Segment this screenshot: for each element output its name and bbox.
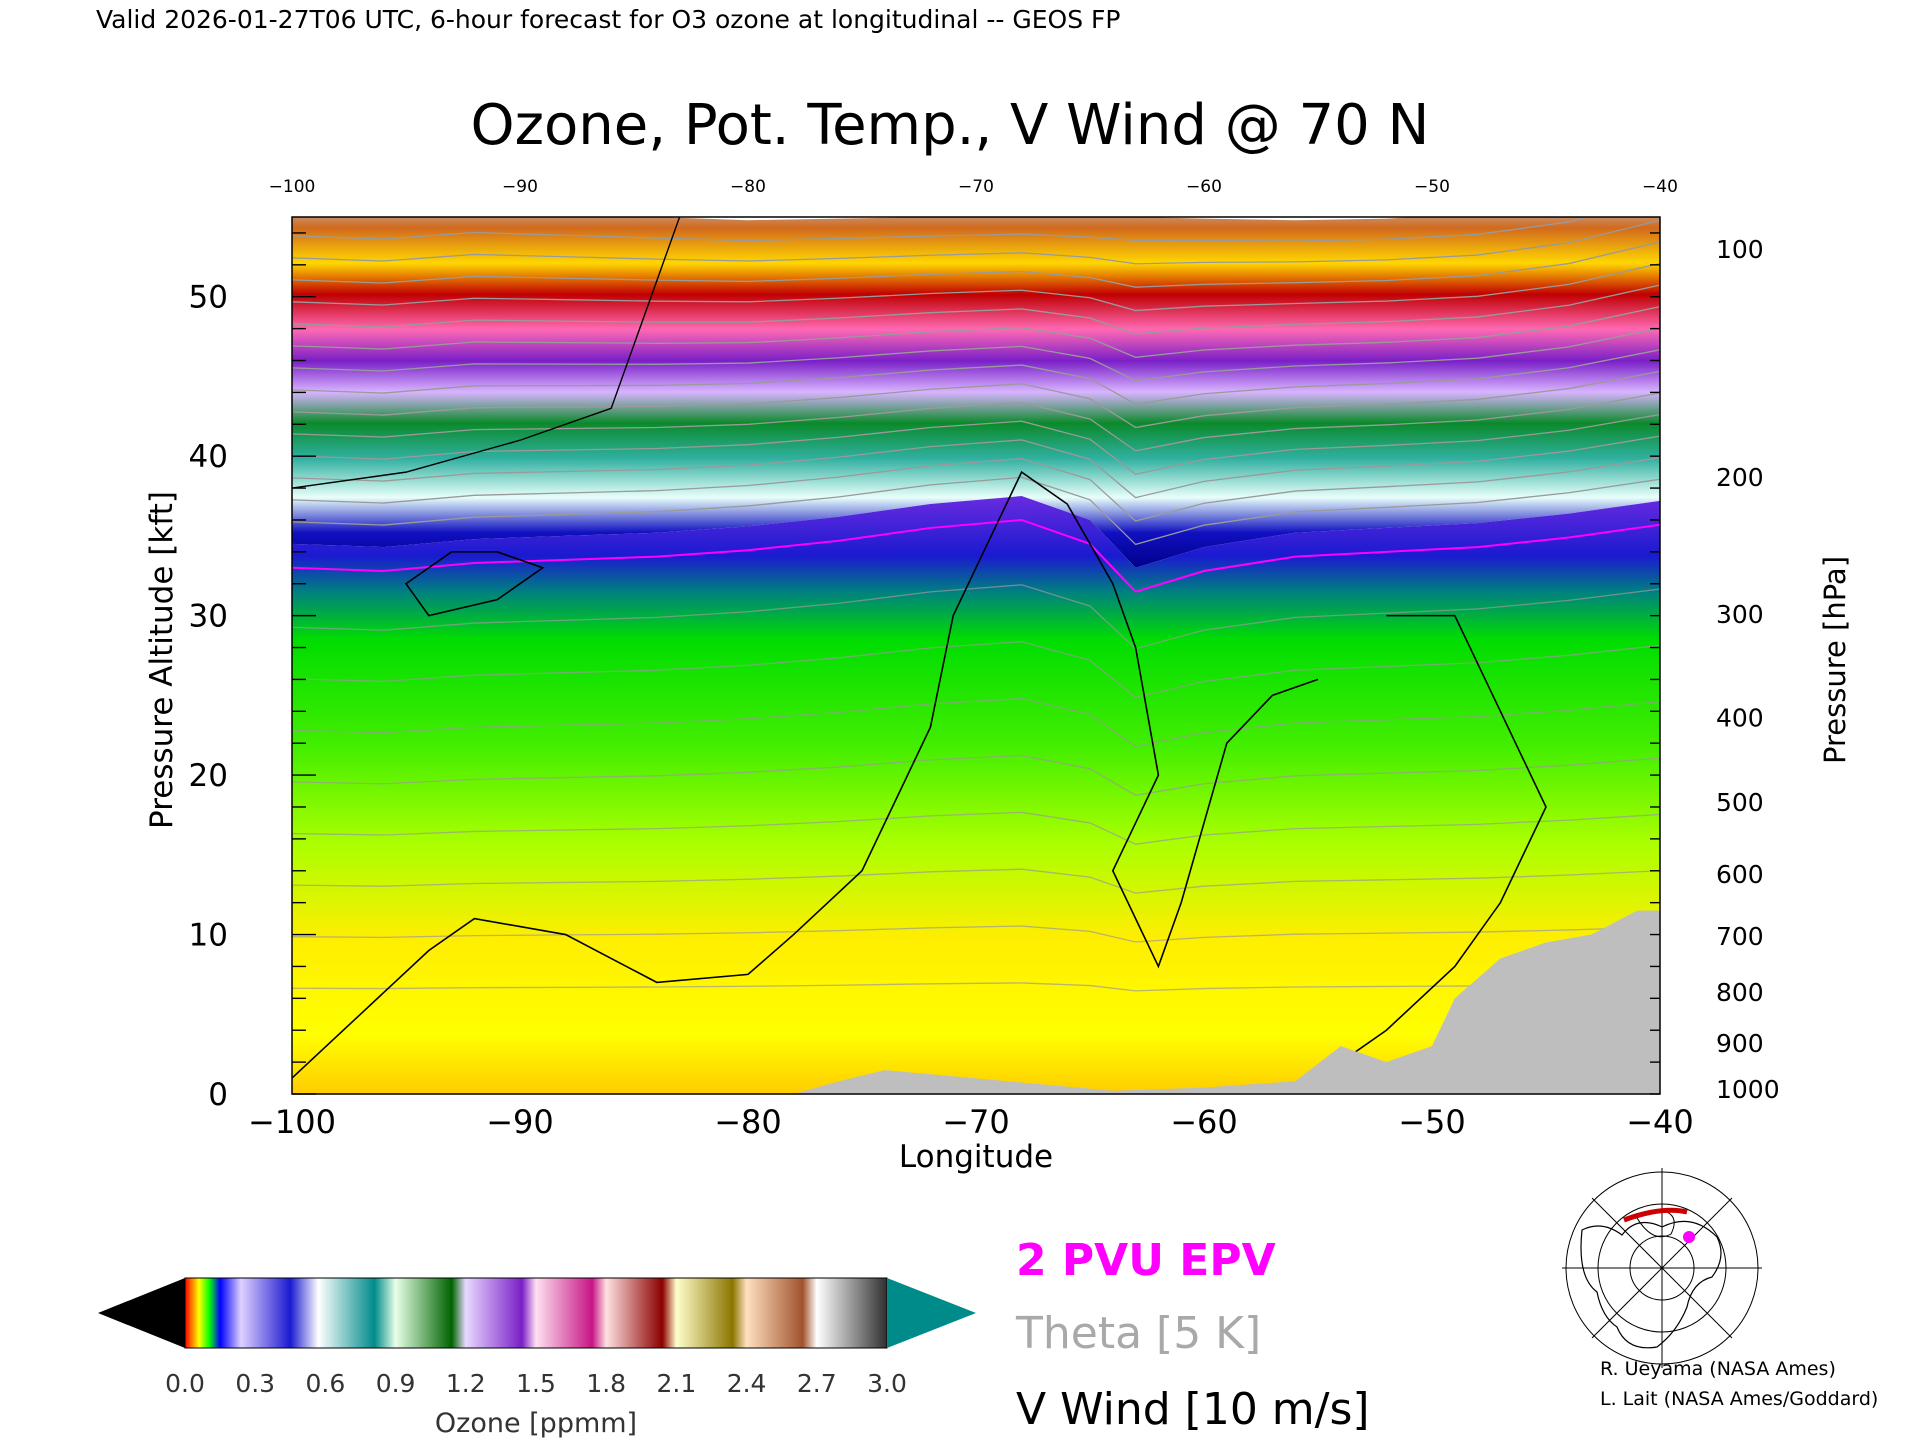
top-x-tick-label: −50 [1414,177,1450,197]
y-tick-label: 0 [208,1077,228,1113]
x-tick-label: −60 [1170,1103,1238,1141]
isentrope-line [292,697,1660,748]
top-x-tick-label: −40 [1642,177,1678,197]
legend-pvu: 2 PVU EPV [1016,1235,1276,1286]
location-marker [1683,1231,1695,1243]
pressure-tick-label: 500 [1716,788,1764,817]
pressure-tick-label: 300 [1716,600,1764,629]
polar-map-icon [1562,1168,1762,1368]
colorbar-tick-labels: 0.0 0.3 0.6 0.9 1.2 1.5 1.8 2.1 2.4 2.7 3.0 [165,1369,907,1398]
pressure-tick-label: 800 [1716,978,1764,1007]
troposphere-ozone-field [292,496,1660,1094]
v-wind-zero-contour [292,470,1319,1079]
x-tick-label: −40 [1626,1103,1694,1141]
valid-time-header: Valid 2026-01-27T06 UTC, 6-hour forecast… [96,5,1120,34]
pressure-tick-label: 1000 [1716,1075,1780,1104]
y-axis-label: Pressure Altitude [kft] [144,491,180,829]
isentrope-line [292,217,1591,242]
colorbar-tick-label: 0.6 [306,1369,346,1398]
pvu-2-contour [292,518,1660,593]
top-x-tick-labels: −100 −90 −80 −70 −60 −50 −40 [269,177,1678,197]
colorbar-tick-label: 1.5 [516,1369,556,1398]
colorbar-tick-label: 0.9 [376,1369,416,1398]
x-tick-label: −100 [248,1103,336,1141]
y-tick-label: 10 [189,918,228,954]
plot-frame [291,216,1661,1095]
chart-title: Ozone, Pot. Temp., V Wind @ 70 N [471,93,1430,158]
colorbar-tick-label: 0.3 [235,1369,275,1398]
isentrope-line [292,392,1660,452]
top-x-tick-label: −60 [1186,177,1222,197]
y-tick-label: 50 [189,280,228,316]
x-tick-label: −90 [486,1103,554,1141]
v-wind-contour-10 [404,551,545,617]
x-tick-label: −70 [942,1103,1010,1141]
credit-line-2: L. Lait (NASA Ames/Goddard) [1600,1388,1878,1410]
top-x-tick-label: −90 [502,177,538,197]
top-x-tick-label: −100 [269,177,316,197]
pressure-tick-label: 700 [1716,922,1764,951]
isentrope-line [292,811,1660,845]
isentrope-line [292,476,1660,546]
isentrope-line [292,370,1660,429]
isentrope-line [292,349,1660,405]
isentrope-line [292,284,1660,335]
pressure-tick-label: 600 [1716,860,1764,889]
isentrope-line [292,327,1660,382]
isentrope-line [292,641,1660,699]
pressure-tick-label: 200 [1716,463,1764,492]
y-tick-label: 30 [189,599,228,635]
colorbar-tick-label: 2.7 [797,1369,837,1398]
y-tick-labels: 0 10 20 30 40 50 [189,280,228,1113]
y-axis-right-label: Pressure [hPa] [1818,556,1852,764]
terrain-mask [292,910,1660,1094]
colorbar-label: Ozone [ppmm] [435,1408,637,1439]
y-tick-label: 20 [189,758,228,794]
colorbar-tick-label: 3.0 [867,1369,907,1398]
colorbar-min-arrow [98,1278,185,1348]
x-tick-label: −50 [1398,1103,1466,1141]
stratosphere-ozone-field [292,217,1660,568]
isentrope-line [292,982,1660,992]
isentrope-line [292,868,1660,894]
colorbar-tick-label: 2.1 [657,1369,697,1398]
theta-isentropes [292,217,1660,992]
top-x-tick-label: −80 [730,177,766,197]
colorbar-max-arrow [887,1278,976,1348]
colorbar [184,1277,888,1349]
isentrope-line [292,457,1660,522]
colorbar-tick-label: 1.8 [586,1369,626,1398]
plot-area [292,217,1660,1094]
legend-vwind: V Wind [10 m/s] [1016,1384,1370,1435]
isentrope-line [292,241,1660,288]
right-tick-marks [1650,232,1660,1095]
x-tick-label: −80 [714,1103,782,1141]
x-tick-labels: −100 −90 −80 −70 −60 −50 −40 [248,1103,1694,1141]
isentrope-line [292,413,1660,475]
pressure-tick-label: 100 [1716,235,1764,264]
cross-section-track [1623,1207,1688,1223]
pressure-tick-label: 400 [1716,704,1764,733]
isentrope-line [292,754,1660,796]
top-x-tick-label: −70 [958,177,994,197]
x-axis-label: Longitude [899,1139,1053,1175]
legend-theta: Theta [5 K] [1015,1308,1261,1359]
isentrope-line [292,925,1660,943]
pressure-tick-label: 900 [1716,1029,1764,1058]
isentrope-line [292,435,1660,499]
y-tick-label: 40 [189,439,228,475]
left-tick-marks [292,232,316,1095]
colorbar-tick-label: 0.0 [165,1369,205,1398]
colorbar-tick-label: 2.4 [727,1369,767,1398]
credit-line-1: R. Ueyama (NASA Ames) [1600,1358,1836,1380]
isentrope-line [292,262,1660,312]
isentrope-line [292,219,1660,265]
colorbar-tick-label: 1.2 [446,1369,486,1398]
pressure-tick-labels: 100 200 300 400 500 600 700 800 900 1000 [1716,235,1780,1104]
isentrope-line [292,305,1660,358]
isentrope-line [292,584,1660,650]
v-wind-contour-upper [292,217,681,489]
